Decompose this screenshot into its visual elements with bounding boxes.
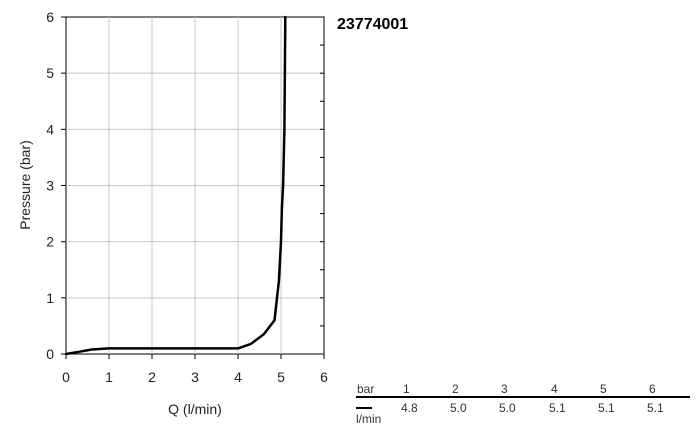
x-tick-label: 4 — [234, 369, 242, 385]
table-bar-label: bar — [357, 382, 374, 396]
table-pressure-row: 1 2 3 4 5 6 — [403, 382, 656, 396]
table-flow-cell: 5.0 — [499, 401, 516, 415]
y-tick-label: 5 — [46, 65, 54, 81]
y-tick-label: 3 — [46, 178, 54, 194]
table-flow-cell: 5.1 — [598, 401, 615, 415]
table-pressure-cell: 5 — [600, 382, 607, 396]
table-pressure-cell: 6 — [649, 382, 656, 396]
y-tick-label: 6 — [46, 9, 54, 25]
y-tick-label: 1 — [46, 290, 54, 306]
table-pressure-cell: 3 — [501, 382, 508, 396]
y-tick-label: 2 — [46, 234, 54, 250]
table-lmin-label: l/min — [356, 412, 381, 426]
table-flow-cell: 5.0 — [450, 401, 467, 415]
table-flow-row: 4.8 5.0 5.0 5.1 5.1 5.1 — [401, 401, 664, 415]
x-axis-label: Q (l/min) — [168, 401, 222, 417]
x-tick-label: 6 — [320, 369, 328, 385]
x-tick-label: 1 — [105, 369, 113, 385]
table-pressure-cell: 2 — [452, 382, 459, 396]
x-tick-label: 3 — [191, 369, 199, 385]
axis-ticks: 0 1 2 3 4 5 6 0 1 2 3 4 5 6 — [46, 9, 328, 385]
y-axis-label: Pressure (bar) — [17, 140, 33, 229]
y-tick-label: 0 — [46, 346, 54, 362]
series-line — [64, 15, 287, 356]
x-tick-label: 5 — [277, 369, 285, 385]
flow-table: bar 1 2 3 4 5 6 4.8 5.0 5.0 5.1 5.1 5.1 l/min — [356, 382, 690, 426]
table-flow-cell: 4.8 — [401, 401, 418, 415]
y-tick-label: 4 — [46, 121, 54, 137]
x-tick-label: 2 — [148, 369, 156, 385]
series-layer — [64, 15, 287, 356]
table-flow-cell: 5.1 — [549, 401, 566, 415]
table-pressure-cell: 4 — [551, 382, 558, 396]
table-flow-cell: 5.1 — [647, 401, 664, 415]
table-pressure-cell: 1 — [403, 382, 410, 396]
product-code: 23774001 — [337, 16, 408, 33]
x-tick-label: 0 — [62, 369, 70, 385]
